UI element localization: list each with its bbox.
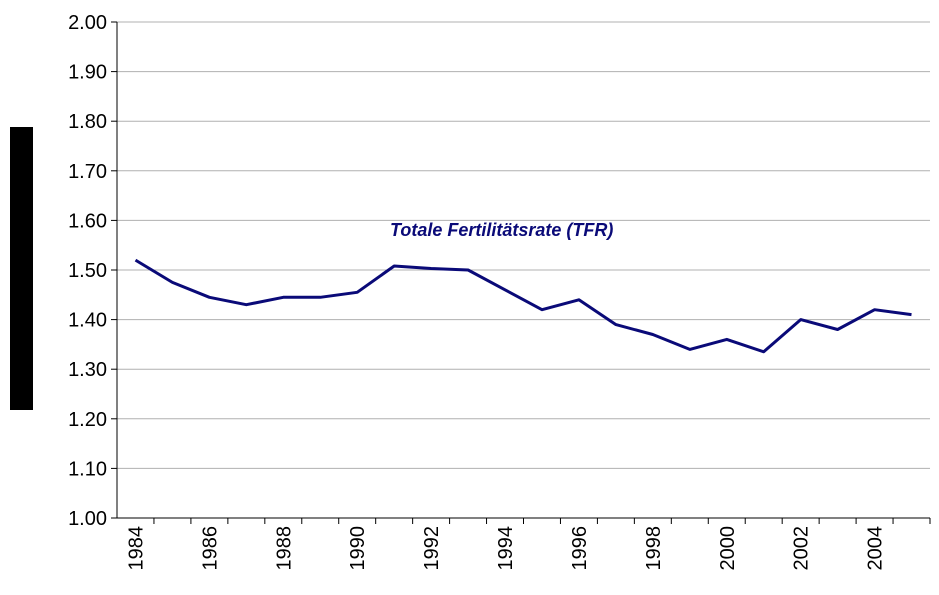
- x-tick-label: 1984: [125, 526, 147, 571]
- x-tick-label: 1994: [495, 526, 517, 571]
- x-tick-label: 1996: [569, 526, 591, 571]
- x-tick-label: 1998: [643, 526, 665, 571]
- y-tick-label: 1.10: [68, 458, 107, 480]
- y-tick-label: 1.90: [68, 62, 107, 84]
- x-tick-label: 2004: [865, 526, 887, 571]
- series-label: Totale Fertilitätsrate (TFR): [390, 220, 613, 240]
- x-tick-label: 2002: [791, 526, 813, 571]
- y-tick-label: 1.80: [68, 111, 107, 133]
- y-tick-label: 1.50: [68, 260, 107, 282]
- x-tick-label: 1988: [273, 526, 295, 571]
- y-tick-label: 1.40: [68, 310, 107, 332]
- y-tick-label: 1.30: [68, 359, 107, 381]
- y-tick-label: 1.60: [68, 210, 107, 232]
- y-tick-label: 1.00: [68, 508, 107, 530]
- y-tick-label: 2.00: [68, 12, 107, 34]
- x-tick-label: 1992: [421, 526, 443, 571]
- series-line: [134, 258, 912, 354]
- x-tick-label: 1990: [347, 526, 369, 571]
- redaction-box: [10, 127, 33, 410]
- y-tick-label: 1.70: [68, 161, 107, 183]
- x-tick-label: 2000: [717, 526, 739, 571]
- x-tick-label: 1986: [199, 526, 221, 571]
- y-tick-label: 1.20: [68, 409, 107, 431]
